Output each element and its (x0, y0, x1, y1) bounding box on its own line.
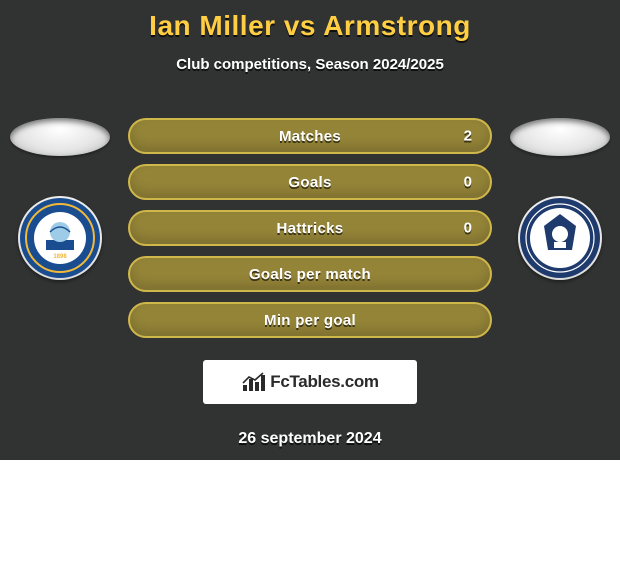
left-player-column: 1898 (0, 118, 120, 448)
right-club-badge (518, 196, 602, 280)
rochdale-crest-icon (518, 196, 602, 280)
stat-row-matches: Matches 2 (128, 118, 492, 154)
stat-label: Hattricks (277, 220, 344, 237)
right-player-column (500, 118, 620, 448)
logo-text: FcTables.com (270, 372, 379, 392)
stat-label: Goals (288, 174, 331, 191)
right-player-avatar-placeholder (510, 118, 610, 156)
left-club-badge: 1898 (18, 196, 102, 280)
stat-row-goals: Goals 0 (128, 164, 492, 200)
stat-row-goals-per-match: Goals per match (128, 256, 492, 292)
braintree-crest-icon: 1898 (18, 196, 102, 280)
stat-label: Min per goal (264, 312, 356, 329)
left-player-avatar-placeholder (10, 118, 110, 156)
stat-row-hattricks: Hattricks 0 (128, 210, 492, 246)
stat-row-min-per-goal: Min per goal (128, 302, 492, 338)
columns-wrapper: 1898 Matches 2 Goals 0 Hattricks 0 Goals… (0, 118, 620, 448)
page-title: Ian Miller vs Armstrong (0, 0, 620, 42)
stat-label: Goals per match (249, 266, 371, 283)
subtitle: Club competitions, Season 2024/2025 (0, 56, 620, 73)
stats-column: Matches 2 Goals 0 Hattricks 0 Goals per … (120, 118, 500, 448)
stat-value: 0 (464, 174, 472, 191)
svg-text:1898: 1898 (53, 254, 67, 260)
stat-value: 2 (464, 128, 472, 145)
comparison-card: Ian Miller vs Armstrong Club competition… (0, 0, 620, 460)
stat-label: Matches (279, 128, 341, 145)
stat-value: 0 (464, 220, 472, 237)
fctables-logo[interactable]: FcTables.com (203, 360, 417, 404)
snapshot-date: 26 september 2024 (128, 430, 492, 448)
bars-icon (241, 371, 267, 393)
